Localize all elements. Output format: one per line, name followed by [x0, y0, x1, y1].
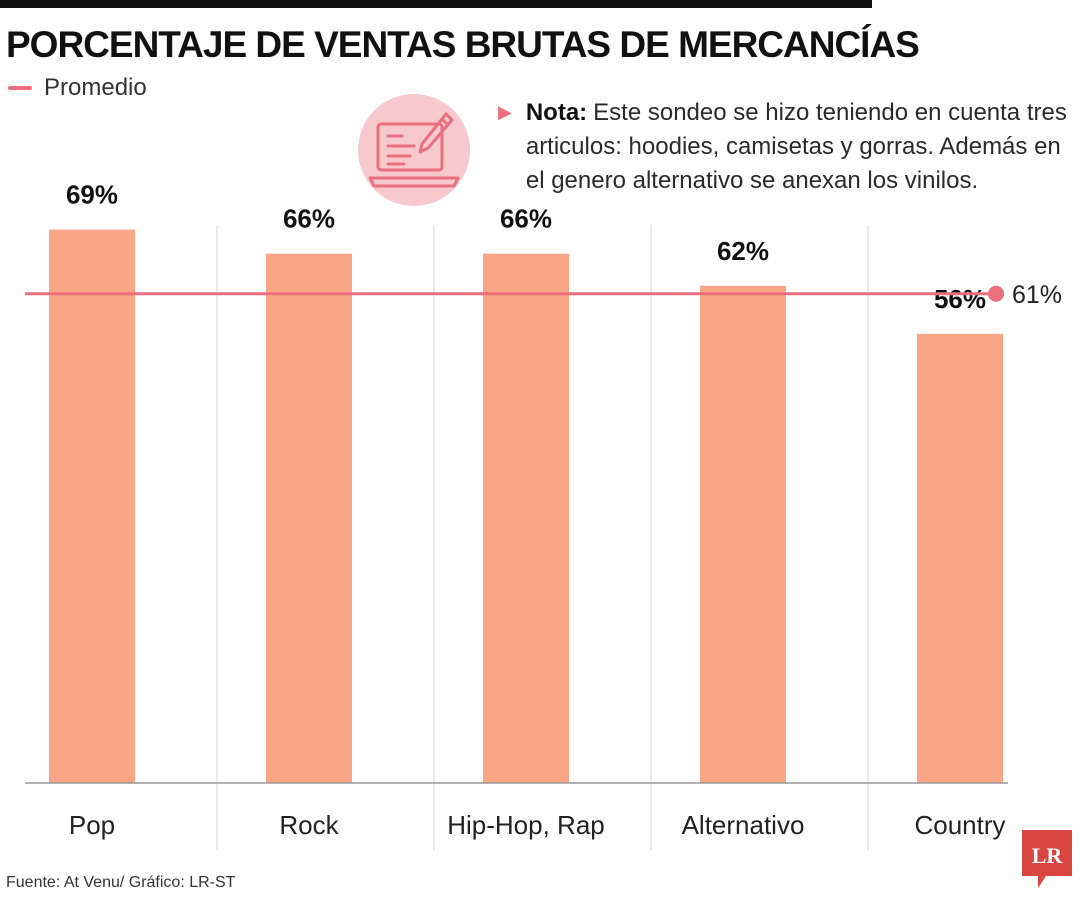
logo-text: LR [1032, 843, 1064, 868]
lr-logo: LR [1022, 830, 1072, 888]
note-text-block: Nota: Este sondeo se hizo teniendo en cue… [526, 96, 1073, 198]
bar-rock [266, 253, 352, 783]
note-label: Nota: [525, 99, 588, 126]
category-label: Pop [69, 810, 115, 840]
bar-value-label: 66% [500, 204, 552, 234]
category-label: Rock [279, 810, 339, 840]
note-bullet-icon: ▶ [498, 102, 512, 122]
top-rule [0, 0, 872, 8]
bar-country [917, 333, 1003, 783]
document-pen-icon [358, 94, 470, 206]
legend-average-swatch [8, 86, 32, 90]
legend: Promedio [8, 74, 147, 102]
category-label: Country [914, 810, 1005, 840]
source-credit: Fuente: At Venu/ Gráfico: LR-ST [6, 874, 236, 891]
category-label: Hip-Hop, Rap [447, 810, 605, 840]
average-marker [988, 285, 1004, 302]
bar-alternativo [700, 285, 786, 783]
bar-hip-hop-rap [483, 253, 569, 783]
chart-title: PORCENTAJE DE VENTAS BRUTAS DE MERCANCÍA… [6, 24, 920, 65]
bar-pop [49, 229, 135, 783]
bar-value-label: 66% [283, 204, 335, 234]
category-label: Alternativo [682, 810, 805, 840]
note: ▶ Nota: Este sondeo se hizo teniendo en c… [498, 96, 1073, 198]
average-value-label: 61% [1012, 281, 1062, 309]
bar-value-label: 69% [66, 180, 118, 210]
bar-chart: 69% Pop 66% Rock 66% Hip-Hop, Rap 62% Alternati… [25, 180, 1062, 850]
legend-average-label: Promedio [44, 74, 147, 101]
bar-value-label: 56% [934, 284, 986, 314]
note-text: Este sondeo se hizo teniendo en cuenta t… [525, 99, 1067, 194]
bar-value-label: 62% [717, 236, 769, 266]
